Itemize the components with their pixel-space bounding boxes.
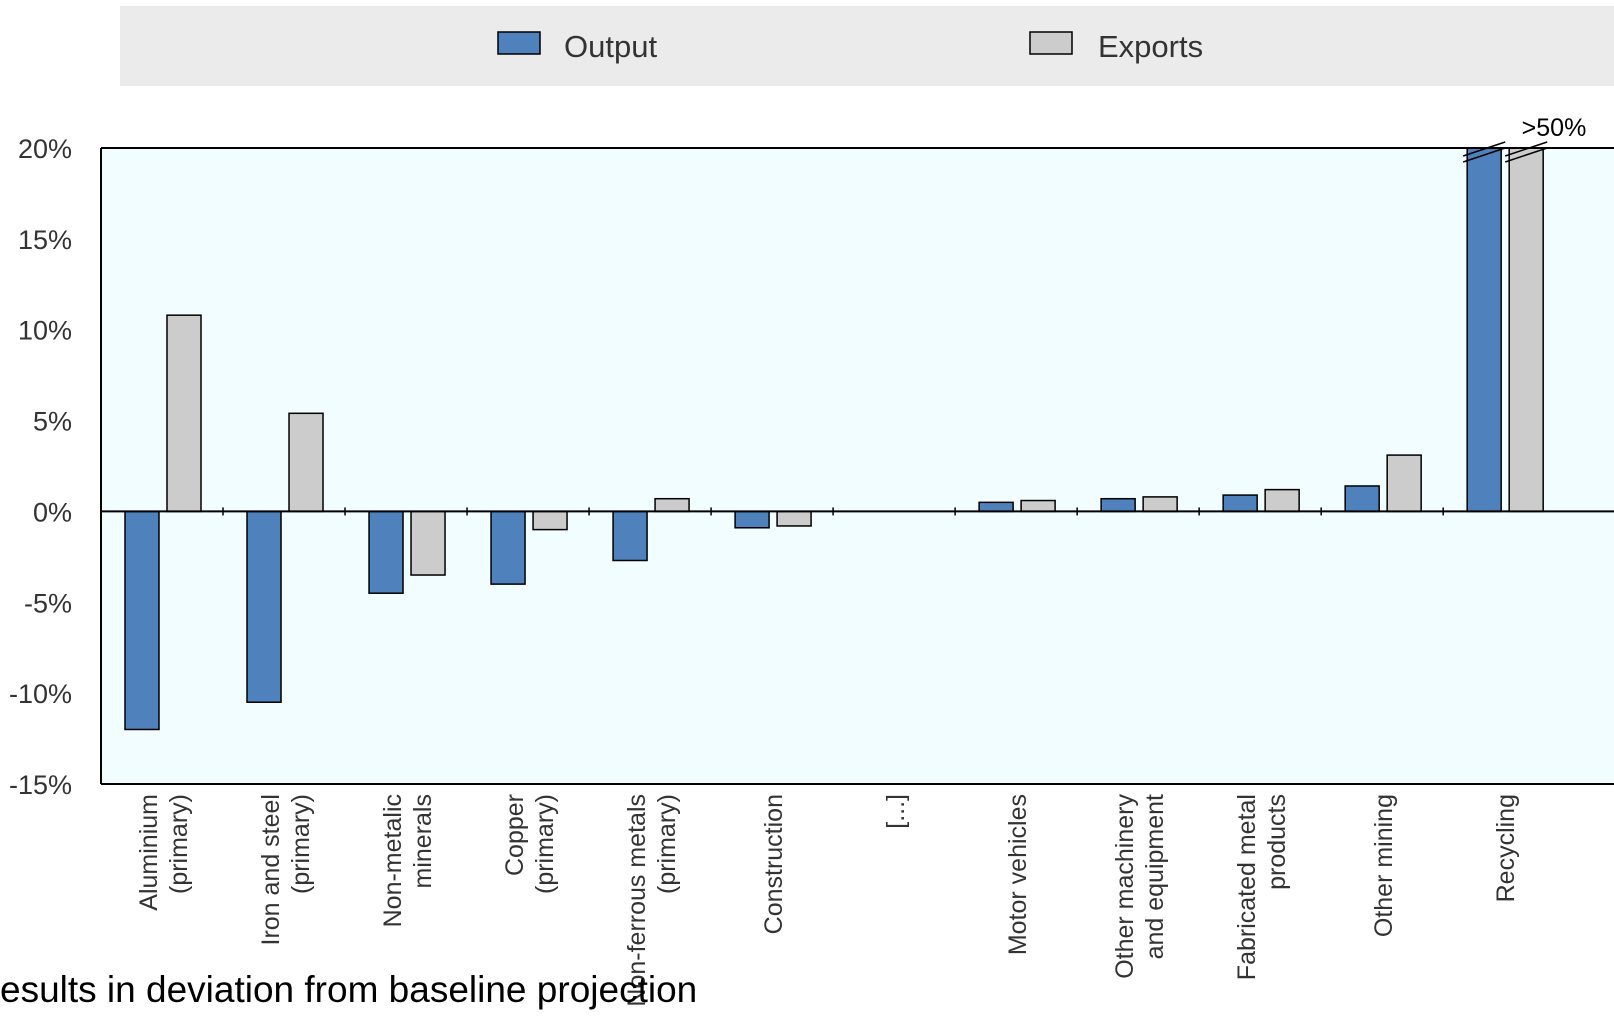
bar-exports-2 <box>410 510 446 576</box>
axes <box>100 147 1614 785</box>
category-label: Motor vehicles <box>1004 794 1032 955</box>
category-label: Other mining <box>1370 794 1398 937</box>
bar-output-5 <box>734 510 770 529</box>
category-label: minerals <box>409 794 437 888</box>
axis-break-label: >50% <box>1522 114 1587 142</box>
category-label: (primary) <box>287 794 315 894</box>
bar-exports-3 <box>532 510 568 531</box>
legend-label-exports: Exports <box>1098 29 1203 64</box>
category-label: Recycling <box>1492 794 1520 902</box>
category-label: (primary) <box>653 794 681 894</box>
bar-exports-10 <box>1386 454 1422 513</box>
category-label: Copper <box>501 794 529 876</box>
category-label: Non-metalic <box>379 794 407 927</box>
bar-output-11 <box>1466 147 1502 513</box>
y-tick-label: 10% <box>18 316 72 346</box>
y-tick-label: -10% <box>9 679 72 709</box>
category-label: Iron and steel <box>257 794 285 946</box>
category-label: Fabricated metal <box>1233 794 1261 980</box>
legend-swatch-exports <box>1029 31 1073 55</box>
category-label: [...] <box>882 794 910 829</box>
break-mark <box>1462 147 1506 163</box>
category-label: (primary) <box>165 794 193 894</box>
x-axis-labels: Aluminium (primary) Iron and steel (primary… <box>135 794 1520 1007</box>
bar-output-9 <box>1222 494 1258 513</box>
bar-output-2 <box>368 510 404 594</box>
bar-exports-7 <box>1020 499 1056 513</box>
legend-background <box>120 6 1614 86</box>
bar-exports-1 <box>288 412 324 513</box>
legend-swatch-output <box>497 31 541 55</box>
bar-output-8 <box>1100 497 1136 513</box>
category-label: Construction <box>760 794 788 934</box>
bar-output-4 <box>612 510 648 562</box>
footnote: esults in deviation from baseline projec… <box>0 969 697 1010</box>
bar-exports-8 <box>1142 496 1178 513</box>
category-label: products <box>1263 794 1291 890</box>
bar-exports-9 <box>1264 488 1300 513</box>
legend-label-output: Output <box>564 29 657 64</box>
y-tick-label: -5% <box>24 588 72 618</box>
bar-exports-5 <box>776 510 812 527</box>
category-label: Other machinery <box>1111 794 1139 979</box>
bar-output-1 <box>246 510 282 703</box>
bar-output-7 <box>978 501 1014 513</box>
category-label: Aluminium <box>135 794 163 911</box>
bar-output-10 <box>1344 485 1380 513</box>
y-tick-label: 5% <box>33 407 72 437</box>
bars <box>124 141 1548 731</box>
y-axis: 20% 15% 10% 5% 0% -5% -10% -15% <box>9 134 72 800</box>
y-tick-label: 20% <box>18 134 72 164</box>
break-mark <box>1504 147 1548 163</box>
category-label: Non-ferrous metals <box>623 794 651 1007</box>
y-tick-label: 0% <box>33 497 72 527</box>
y-tick-label: -15% <box>9 770 72 800</box>
plot-area <box>101 148 1614 784</box>
bar-exports-0 <box>166 314 202 513</box>
bar-exports-11 <box>1508 147 1544 513</box>
bar-output-0 <box>124 510 160 731</box>
category-label: and equipment <box>1141 794 1169 959</box>
y-tick-label: 15% <box>18 225 72 255</box>
bar-output-3 <box>490 510 526 585</box>
bar-exports-4 <box>654 497 690 513</box>
category-label: (primary) <box>531 794 559 894</box>
